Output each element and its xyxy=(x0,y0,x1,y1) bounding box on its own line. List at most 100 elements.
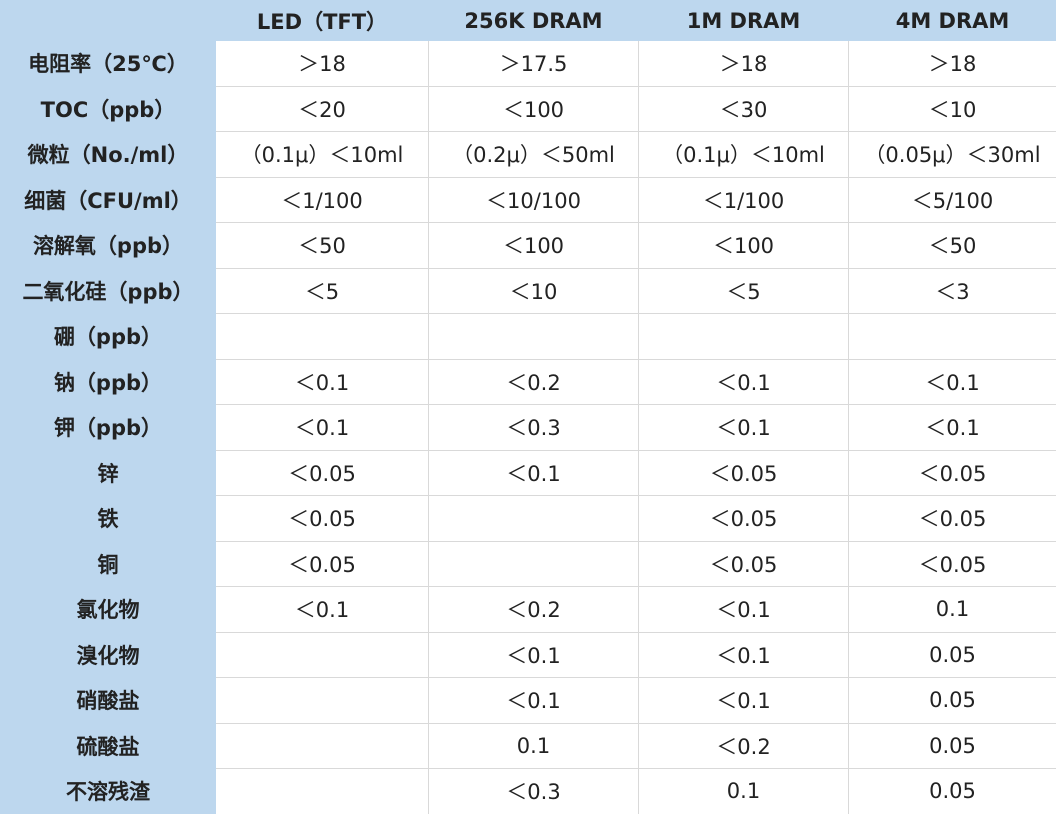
table-row: 铁＜0.05 ＜0.05 ＜0.05 xyxy=(0,495,1056,542)
cell: ＜0.05 xyxy=(848,540,1056,587)
table-row: 二氧化硅（ppb） ＜5 ＜10 ＜5 ＜3 xyxy=(0,267,1056,314)
row-label: 微粒（No./ml） xyxy=(0,131,216,178)
cell: ＜0.05 xyxy=(848,495,1056,542)
empty-cell xyxy=(215,677,429,724)
cell: （0.05μ）＜30ml xyxy=(848,131,1056,178)
cell: （0.1μ）＜10ml xyxy=(215,131,429,178)
row-label: 二氧化硅（ppb） xyxy=(0,267,216,314)
cell: ＜0.1 xyxy=(638,677,849,724)
cell: ＜0.05 xyxy=(638,540,849,587)
column-header: 256K DRAM xyxy=(428,0,639,41)
cell: ＜5 xyxy=(215,267,429,314)
empty-cell xyxy=(215,631,429,678)
table-row: 溶解氧（ppb） ＜50 ＜100 ＜100 ＜50 xyxy=(0,222,1056,269)
cell: （0.1μ）＜10ml xyxy=(638,131,849,178)
cell: ＜0.2 xyxy=(428,586,639,633)
cell: ＜0.1 xyxy=(428,631,639,678)
empty-cell xyxy=(215,768,429,814)
cell: ＜0.1 xyxy=(428,677,639,724)
cell: ＜20 xyxy=(215,85,429,132)
table-row: 不溶残渣 ＜0.3 0.1 0.05 xyxy=(0,768,1056,814)
row-label: 不溶残渣 xyxy=(0,768,216,814)
cell: ＜0.1 xyxy=(638,358,849,405)
table-row: 硫酸盐 0.1 ＜0.2 0.05 xyxy=(0,722,1056,769)
row-label: 铁 xyxy=(0,495,216,542)
table-row: 锌＜0.05 ＜0.1 ＜0.05 ＜0.05 xyxy=(0,449,1056,496)
cell: ＜50 xyxy=(848,222,1056,269)
row-label: 电阻率（25℃） xyxy=(0,40,216,87)
row-label: 钾（ppb） xyxy=(0,404,216,451)
cell: ＜0.05 xyxy=(215,495,429,542)
empty-cell xyxy=(428,540,639,587)
empty-cell xyxy=(215,313,429,360)
cell: ＞17.5 xyxy=(428,40,639,87)
cell: ＜10/100 xyxy=(428,176,639,223)
cell: ＞18 xyxy=(215,40,429,87)
table-row: 溴化物 ＜0.1 ＜0.1 0.05 xyxy=(0,631,1056,678)
table-row: 电阻率（25℃） ＞18 ＞17.5 ＞18 ＞18 xyxy=(0,40,1056,87)
cell: ＜10 xyxy=(848,85,1056,132)
row-label: 细菌（CFU/ml） xyxy=(0,176,216,223)
cell: ＜0.05 xyxy=(215,540,429,587)
table-row: 铜＜0.05 ＜0.05 ＜0.05 xyxy=(0,540,1056,587)
cell: ＜0.1 xyxy=(848,358,1056,405)
cell: ＜0.3 xyxy=(428,404,639,451)
cell: ＜0.1 xyxy=(215,586,429,633)
table-row: 钠（ppb） ＜0.1 ＜0.2 ＜0.1 ＜0.1 xyxy=(0,358,1056,405)
header-row: LED（TFT） 256K DRAM 1M DRAM 4M DRAM xyxy=(0,0,1056,41)
row-label: 溴化物 xyxy=(0,631,216,678)
row-label: 铜 xyxy=(0,540,216,587)
cell: 0.1 xyxy=(428,722,639,769)
cell: ＜0.1 xyxy=(848,404,1056,451)
cell: ＜0.1 xyxy=(638,586,849,633)
table-row: 微粒（No./ml） （0.1μ）＜10ml （0.2μ）＜50ml （0.1μ）＜1… xyxy=(0,131,1056,178)
table-row: 细菌（CFU/ml） ＜1/100 ＜10/100 ＜1/100 ＜5/100 xyxy=(0,176,1056,223)
cell: （0.2μ）＜50ml xyxy=(428,131,639,178)
empty-cell xyxy=(428,495,639,542)
empty-cell xyxy=(428,313,639,360)
cell: ＜0.3 xyxy=(428,768,639,814)
cell: ＜1/100 xyxy=(638,176,849,223)
cell: ＜0.2 xyxy=(638,722,849,769)
cell: ＜0.1 xyxy=(215,404,429,451)
cell: ＜0.1 xyxy=(215,358,429,405)
row-label: 硼（ppb） xyxy=(0,313,216,360)
row-label: 氯化物 xyxy=(0,586,216,633)
cell: ＜0.1 xyxy=(638,631,849,678)
cell: 0.1 xyxy=(638,768,849,814)
table-row: TOC（ppb） ＜20 ＜100 ＜30 ＜10 xyxy=(0,85,1056,132)
cell: ＜0.2 xyxy=(428,358,639,405)
cell: ＜0.1 xyxy=(638,404,849,451)
table-row: 硝酸盐 ＜0.1 ＜0.1 0.05 xyxy=(0,677,1056,724)
cell: 0.1 xyxy=(848,586,1056,633)
cell: 0.05 xyxy=(848,631,1056,678)
cell: 0.05 xyxy=(848,722,1056,769)
empty-cell xyxy=(215,722,429,769)
cell: ＜0.05 xyxy=(848,449,1056,496)
table-row: 钾（ppb） ＜0.1 ＜0.3 ＜0.1 ＜0.1 xyxy=(0,404,1056,451)
table-row: 氯化物 ＜0.1 ＜0.2 ＜0.1 0.1 xyxy=(0,586,1056,633)
column-header: 4M DRAM xyxy=(848,0,1056,41)
cell: ＜5 xyxy=(638,267,849,314)
cell: ＜1/100 xyxy=(215,176,429,223)
cell: ＜30 xyxy=(638,85,849,132)
cell: ＜10 xyxy=(428,267,639,314)
cell: 0.05 xyxy=(848,677,1056,724)
row-label: 硝酸盐 xyxy=(0,677,216,724)
cell: ＜0.05 xyxy=(638,495,849,542)
cell: ＞18 xyxy=(848,40,1056,87)
column-header: 1M DRAM xyxy=(638,0,849,41)
row-label: TOC（ppb） xyxy=(0,85,216,132)
cell: ＜100 xyxy=(428,222,639,269)
corner-cell xyxy=(0,0,216,41)
cell: ＜3 xyxy=(848,267,1056,314)
empty-cell xyxy=(848,313,1056,360)
cell: ＞18 xyxy=(638,40,849,87)
cell: ＜0.05 xyxy=(638,449,849,496)
column-header: LED（TFT） xyxy=(215,0,429,41)
row-label: 钠（ppb） xyxy=(0,358,216,405)
cell: ＜100 xyxy=(638,222,849,269)
row-label: 锌 xyxy=(0,449,216,496)
cell: ＜100 xyxy=(428,85,639,132)
